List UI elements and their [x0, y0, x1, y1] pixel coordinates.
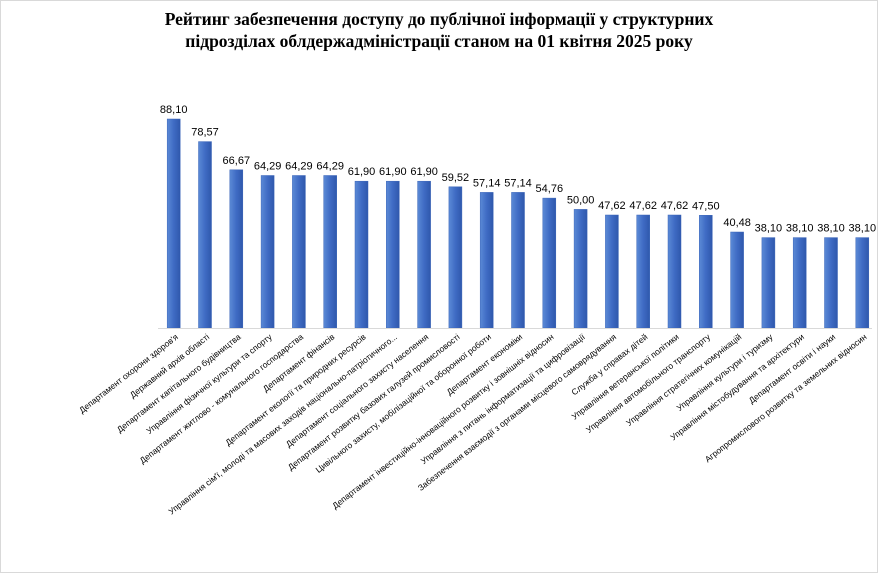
value-label-22: 38,10	[817, 223, 845, 235]
bar-14	[573, 209, 588, 329]
value-label-20: 38,10	[755, 223, 783, 235]
value-label-16: 47,62	[629, 200, 657, 212]
value-label-15: 47,62	[598, 200, 626, 212]
value-label-12: 57,14	[504, 177, 532, 189]
value-label-3: 66,67	[223, 155, 251, 167]
value-label-13: 54,76	[536, 183, 564, 195]
chart-title: Рейтинг забезпечення доступу до публічно…	[0, 8, 878, 52]
value-label-8: 61,90	[379, 166, 407, 178]
bar-4	[260, 175, 275, 329]
bar-3	[229, 169, 244, 329]
bar-20	[761, 237, 776, 329]
value-label-14: 50,00	[567, 194, 595, 206]
value-label-1: 88,10	[160, 104, 188, 116]
value-label-4: 64,29	[254, 161, 282, 173]
bar-18	[699, 215, 713, 329]
bar-8	[386, 180, 400, 329]
value-label-11: 57,14	[473, 177, 501, 189]
bar-7	[354, 180, 369, 329]
bars-group	[166, 118, 870, 329]
bar-17	[667, 214, 682, 329]
bar-9	[417, 180, 431, 329]
bar-11	[479, 192, 494, 329]
category-label-3: Департамент капітального будівництва	[115, 332, 243, 435]
chart-title-line-2: підрозділах облдержадміністрації станом …	[185, 31, 693, 51]
bar-22	[824, 237, 838, 329]
category-label-9: Департамент соціального захисту населенн…	[284, 331, 431, 449]
bar-16	[636, 214, 650, 329]
bar-10	[448, 186, 463, 329]
value-label-2: 78,57	[191, 127, 219, 139]
value-label-6: 64,29	[316, 161, 344, 173]
bar-6	[323, 175, 337, 329]
bar-12	[511, 192, 525, 329]
chart-title-line-1: Рейтинг забезпечення доступу до публічно…	[164, 9, 714, 29]
value-label-17: 47,62	[661, 200, 689, 212]
value-label-7: 61,90	[348, 166, 376, 178]
value-label-23: 38,10	[849, 223, 877, 235]
category-label-19: Управління стратегічних комунікацій	[624, 332, 743, 428]
bar-21	[792, 237, 807, 329]
value-label-18: 47,50	[692, 200, 720, 212]
value-label-21: 38,10	[786, 223, 814, 235]
bar-13	[542, 197, 557, 329]
bar-15	[605, 214, 619, 329]
value-label-10: 59,52	[442, 172, 470, 184]
bar-23	[855, 237, 870, 329]
bar-1	[166, 118, 181, 329]
value-label-9: 61,90	[410, 166, 438, 178]
bar-5	[292, 175, 306, 329]
value-label-5: 64,29	[285, 161, 313, 173]
value-label-19: 40,48	[723, 217, 751, 229]
bar-2	[198, 141, 212, 329]
bar-19	[730, 231, 744, 329]
